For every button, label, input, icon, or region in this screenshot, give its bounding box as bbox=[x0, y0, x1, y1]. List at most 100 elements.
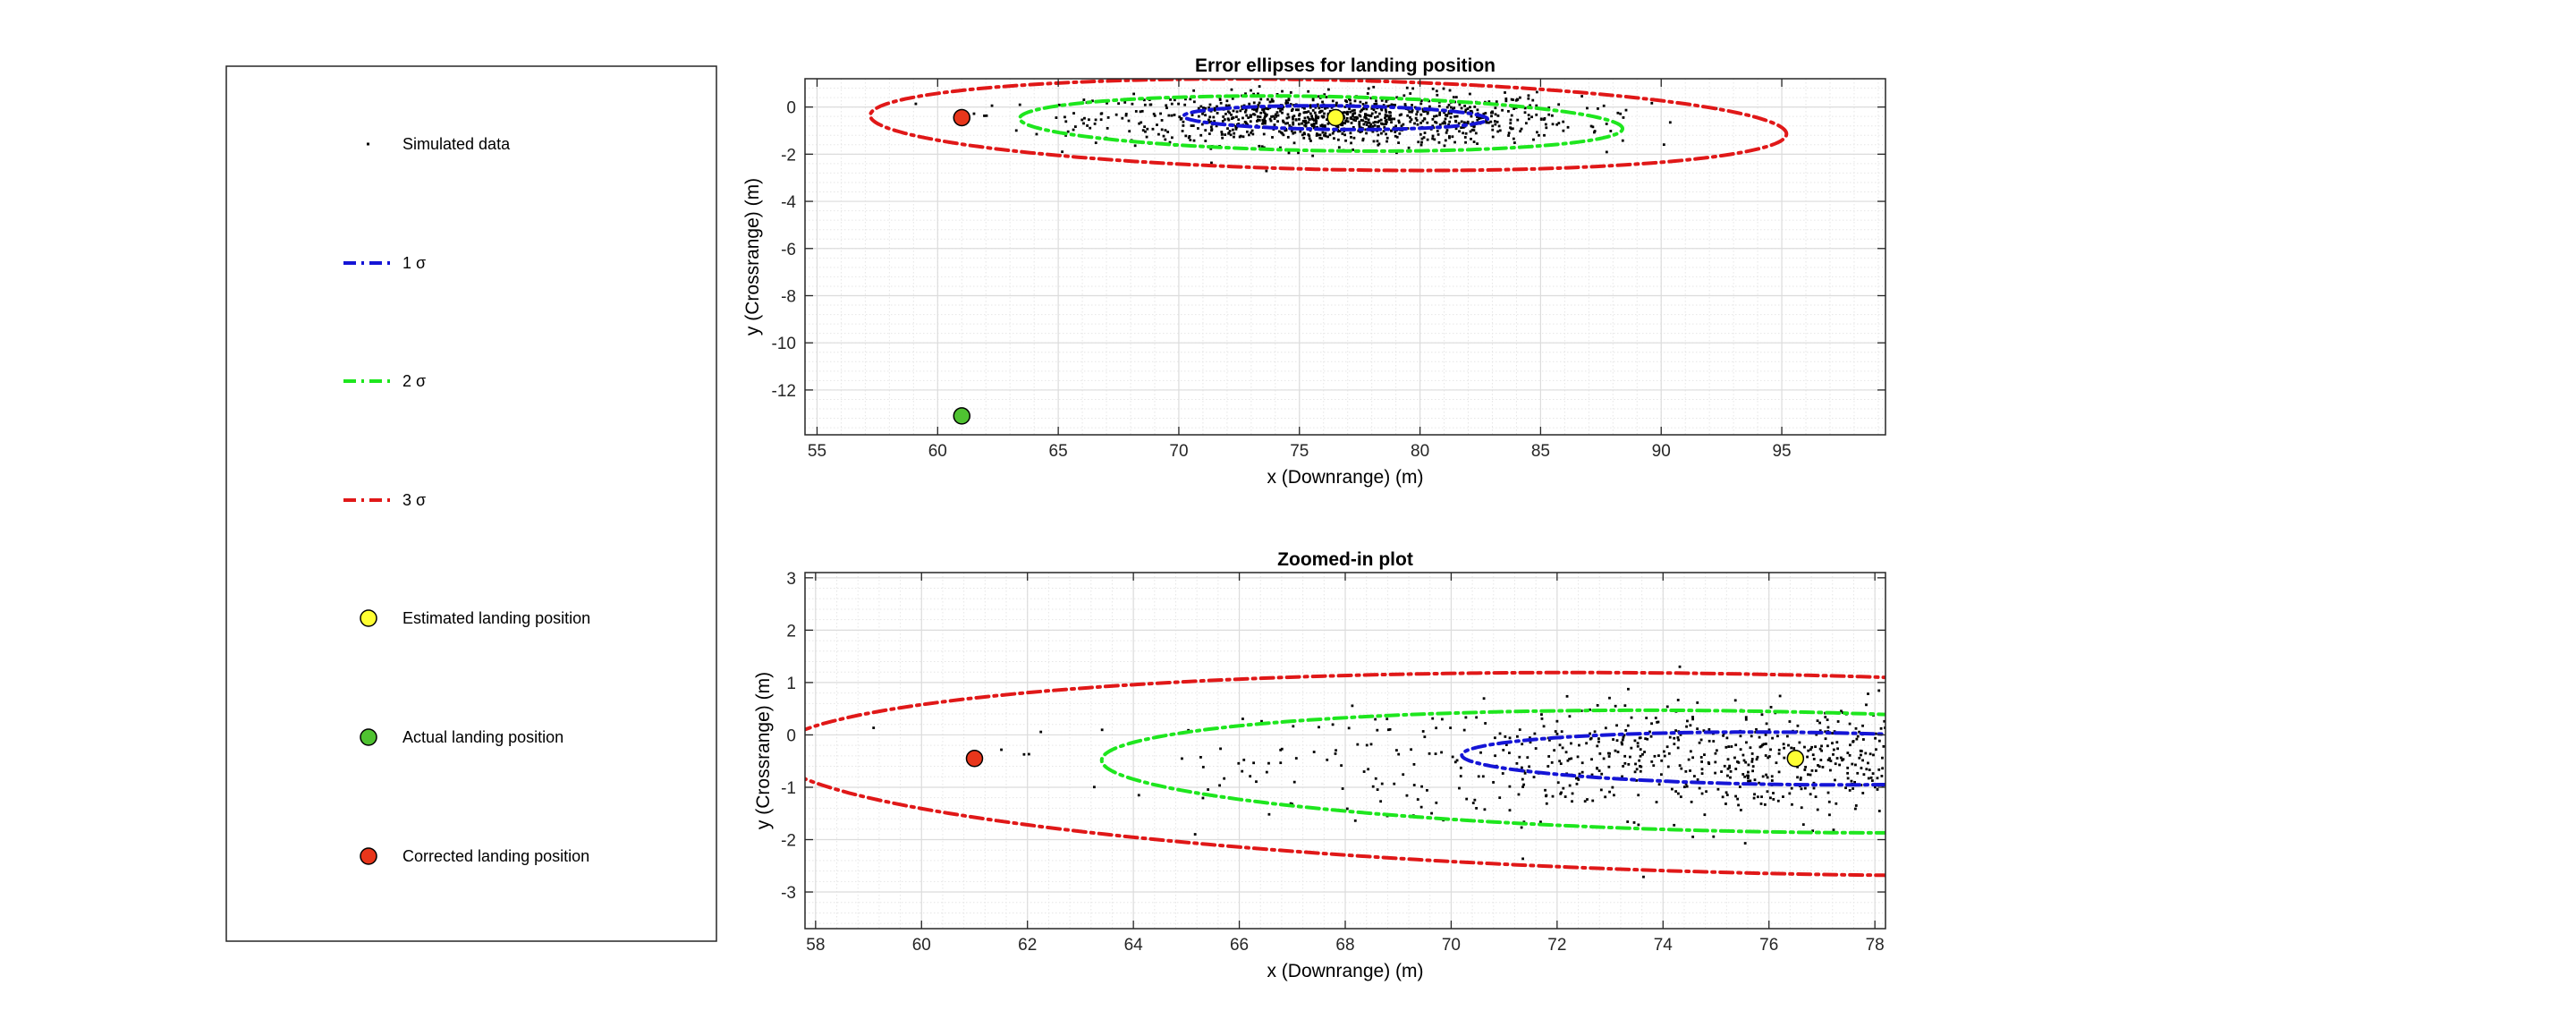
simulated-data-point bbox=[1273, 117, 1276, 121]
simulated-data-point bbox=[1320, 137, 1324, 140]
x-tick-label: 55 bbox=[808, 442, 826, 461]
simulated-data-point bbox=[1263, 117, 1267, 120]
simulated-data-point bbox=[1349, 110, 1352, 114]
simulated-data-point bbox=[1648, 730, 1651, 734]
simulated-data-point bbox=[1677, 738, 1681, 742]
legend-marker-swatch bbox=[360, 847, 377, 865]
simulated-data-point bbox=[1426, 121, 1429, 124]
simulated-data-point bbox=[1523, 106, 1527, 110]
simulated-data-point bbox=[1453, 106, 1456, 110]
simulated-data-point bbox=[1411, 110, 1413, 114]
simulated-data-point bbox=[1258, 115, 1262, 119]
simulated-data-point bbox=[1226, 127, 1229, 131]
simulated-data-point bbox=[1703, 813, 1707, 817]
x-tick-label: 66 bbox=[1230, 936, 1249, 955]
simulated-data-point bbox=[1281, 89, 1284, 93]
simulated-data-point bbox=[1292, 132, 1295, 135]
simulated-data-point bbox=[1256, 106, 1259, 110]
simulated-data-point bbox=[1883, 719, 1885, 723]
simulated-data-point bbox=[1816, 808, 1819, 811]
simulated-data-point bbox=[1542, 725, 1546, 728]
simulated-data-point bbox=[1281, 132, 1284, 135]
simulated-data-point bbox=[1208, 106, 1211, 109]
simulated-data-point bbox=[1352, 149, 1355, 151]
simulated-data-point bbox=[1414, 116, 1418, 120]
simulated-data-point bbox=[1614, 704, 1617, 708]
simulated-data-point bbox=[1627, 687, 1630, 691]
simulated-data-point bbox=[1132, 92, 1136, 96]
simulated-data-point bbox=[1292, 725, 1295, 728]
simulated-data-point bbox=[1367, 87, 1370, 90]
simulated-data-point bbox=[1530, 115, 1533, 119]
y-tick-label: -1 bbox=[781, 779, 796, 798]
simulated-data-point bbox=[1756, 795, 1759, 799]
simulated-data-point bbox=[1464, 140, 1467, 144]
simulated-data-point bbox=[1670, 787, 1674, 791]
simulated-data-point bbox=[1187, 136, 1191, 140]
simulated-data-point bbox=[1591, 125, 1595, 129]
simulated-data-point bbox=[1303, 116, 1307, 120]
simulated-data-point bbox=[1752, 796, 1756, 800]
chart-title: Error ellipses for landing position bbox=[1195, 55, 1496, 76]
simulated-data-point bbox=[1331, 723, 1335, 726]
simulated-data-point bbox=[1344, 119, 1348, 123]
simulated-data-point bbox=[1860, 767, 1863, 769]
simulated-data-point bbox=[1707, 739, 1711, 743]
landing-markers bbox=[965, 750, 1805, 768]
simulated-data-point bbox=[1192, 100, 1196, 104]
simulated-data-point bbox=[1566, 125, 1570, 129]
simulated-data-point bbox=[1389, 115, 1392, 117]
simulated-data-point bbox=[1287, 151, 1291, 155]
simulated-data-point bbox=[1799, 777, 1802, 779]
simulated-data-point bbox=[1463, 110, 1467, 114]
simulated-data-point bbox=[1231, 97, 1234, 100]
simulated-data-point bbox=[1516, 118, 1520, 122]
simulated-data-point bbox=[1626, 820, 1630, 823]
simulated-data-point bbox=[1483, 808, 1487, 811]
simulated-data-point bbox=[1539, 820, 1542, 824]
simulated-data-point bbox=[1862, 738, 1865, 741]
simulated-data-point bbox=[1380, 98, 1384, 102]
simulated-data-point bbox=[1309, 104, 1312, 107]
simulated-data-point bbox=[1586, 798, 1589, 801]
simulated-data-point bbox=[1722, 734, 1724, 737]
simulated-data-point bbox=[1218, 784, 1221, 787]
simulated-data-point bbox=[1807, 773, 1809, 777]
x-tick-label: 70 bbox=[1169, 442, 1188, 461]
simulated-data-point bbox=[1431, 717, 1435, 720]
simulated-data-point bbox=[1264, 122, 1267, 125]
estimated-landing-position-marker bbox=[1786, 750, 1805, 768]
x-axis-label: x (Downrange) (m) bbox=[1267, 961, 1423, 981]
simulated-data-point bbox=[1591, 799, 1595, 802]
simulated-data-point bbox=[1761, 743, 1764, 747]
simulated-data-point bbox=[1565, 694, 1569, 698]
simulated-data-point bbox=[1824, 730, 1827, 734]
simulated-data-point bbox=[1166, 131, 1170, 133]
simulated-data-point bbox=[1210, 161, 1213, 165]
simulated-data-point bbox=[1376, 115, 1379, 118]
simulated-data-point bbox=[1192, 89, 1196, 92]
simulated-data-point bbox=[1289, 802, 1292, 805]
simulated-data-point bbox=[1489, 120, 1493, 123]
simulated-data-point bbox=[1529, 104, 1531, 107]
simulated-data-point bbox=[1604, 795, 1607, 799]
simulated-data-point bbox=[1466, 120, 1470, 123]
simulated-data-point bbox=[1379, 107, 1383, 110]
simulated-data-point bbox=[1364, 120, 1368, 123]
simulated-data-point bbox=[1385, 140, 1388, 143]
simulated-data-point bbox=[1726, 758, 1730, 761]
simulated-data-point bbox=[1770, 775, 1774, 778]
simulated-data-point bbox=[1816, 719, 1819, 723]
simulated-data-point bbox=[1624, 729, 1628, 732]
simulated-data-point bbox=[1395, 96, 1399, 99]
simulated-data-point bbox=[1233, 132, 1236, 135]
simulated-data-point bbox=[1739, 735, 1742, 738]
simulated-data-point bbox=[1447, 103, 1451, 106]
simulated-data-point bbox=[1351, 704, 1354, 708]
simulated-data-point bbox=[1170, 136, 1174, 140]
simulated-data-point bbox=[1402, 773, 1405, 777]
simulated-data-point bbox=[1343, 133, 1346, 137]
simulated-data-point bbox=[1555, 732, 1559, 735]
simulated-data-point bbox=[1352, 136, 1356, 140]
simulated-data-point bbox=[1798, 741, 1801, 744]
